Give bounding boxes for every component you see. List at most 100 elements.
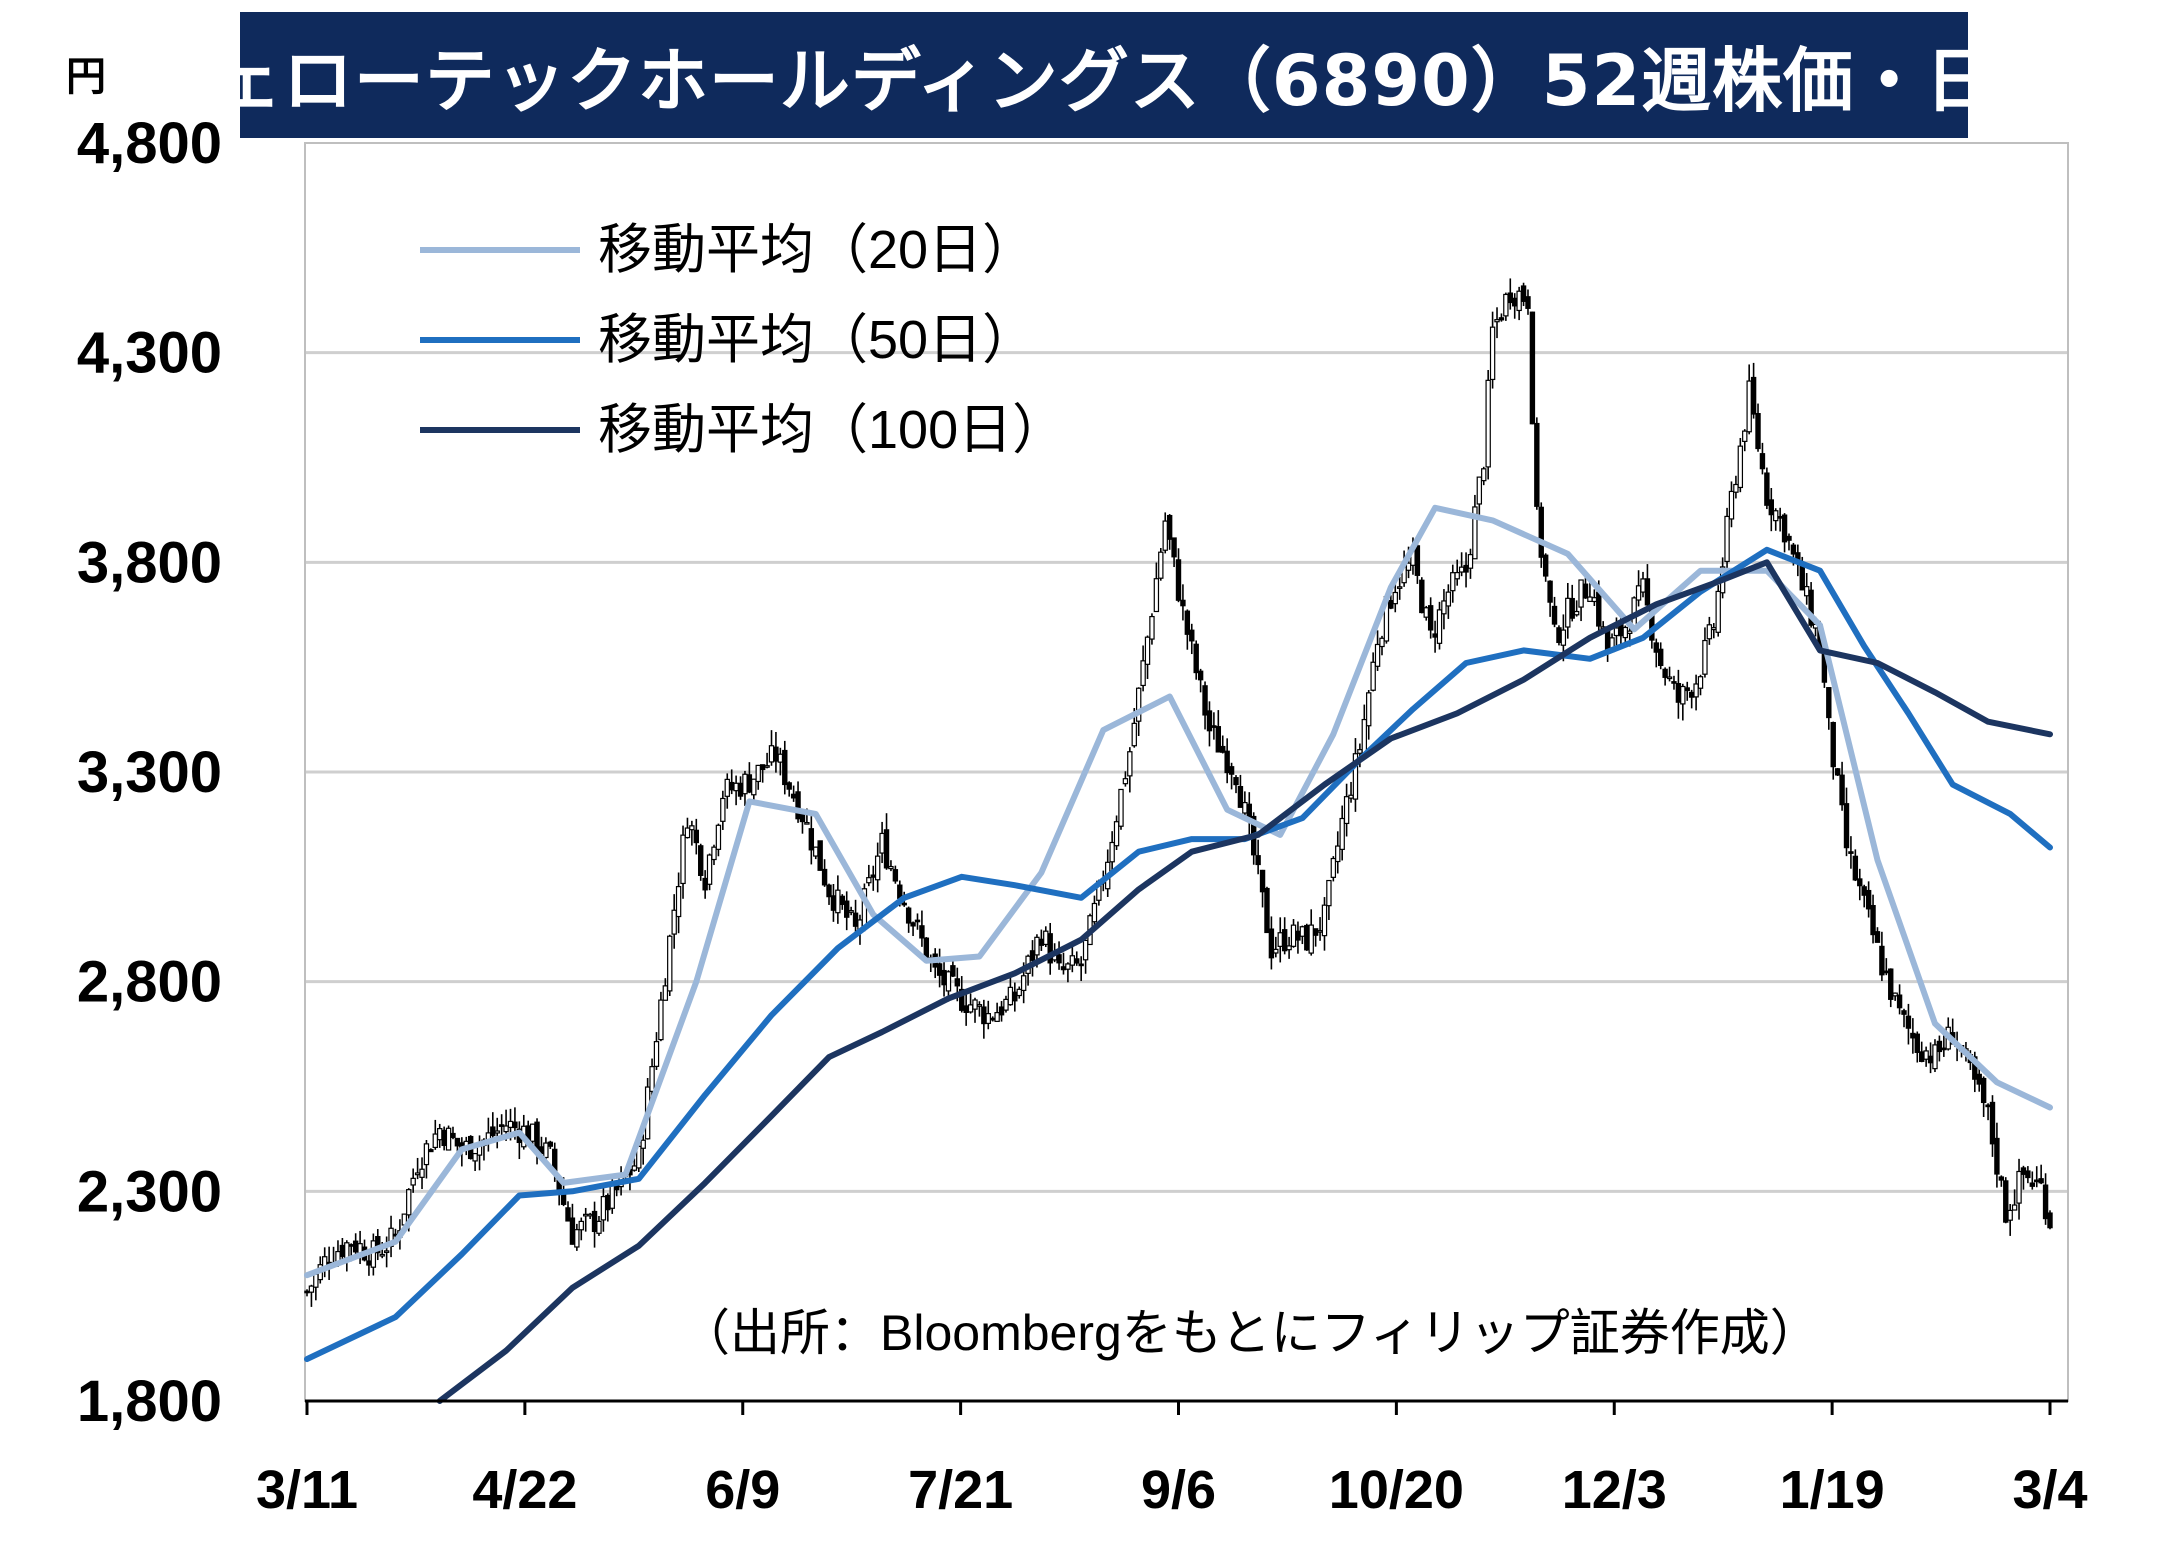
- candle-body: [1366, 692, 1372, 727]
- candle-body: [1312, 928, 1319, 936]
- candle-body: [1091, 902, 1098, 923]
- candle-body: [1534, 422, 1540, 507]
- candle-body: [1481, 468, 1487, 482]
- candle-body: [450, 1132, 456, 1138]
- candle-body: [981, 1006, 987, 1025]
- candle-body: [693, 829, 699, 844]
- candle-body: [2011, 1204, 2018, 1211]
- y-tick-label: 2,300: [77, 1159, 222, 1224]
- candle-body: [1662, 668, 1668, 678]
- candle-body: [1684, 687, 1690, 692]
- candle-body: [507, 1120, 514, 1128]
- candle-body: [1861, 886, 1867, 896]
- candle-body: [804, 821, 810, 825]
- candle-body: [1888, 968, 1894, 1000]
- legend-label: 移動平均（20日）: [598, 220, 1036, 280]
- candle-body: [1069, 955, 1076, 966]
- candle-body: [1388, 599, 1394, 609]
- candle-body: [684, 827, 691, 839]
- source-note: （出所：Bloombergをもとにフィリップ証券作成）: [680, 1305, 1820, 1361]
- candle-body: [910, 922, 916, 927]
- candle-body: [1507, 292, 1513, 304]
- candle-body: [1980, 1077, 1987, 1104]
- candle-body: [313, 1273, 319, 1288]
- candle-body: [844, 900, 850, 918]
- candle-body: [706, 854, 713, 885]
- candle-body: [1153, 578, 1160, 613]
- candle-body: [1432, 633, 1438, 638]
- candle-body: [383, 1250, 390, 1254]
- candle-body: [308, 1285, 315, 1293]
- candle-body: [432, 1133, 438, 1149]
- candle-body: [2020, 1167, 2027, 1175]
- x-tick-label: 12/3: [1562, 1460, 1667, 1520]
- candle-body: [1777, 516, 1783, 519]
- candle-body: [742, 773, 748, 795]
- candle-body: [1206, 710, 1213, 732]
- candle-body: [1498, 317, 1505, 321]
- candle-body: [1675, 682, 1682, 703]
- candle-body: [728, 781, 735, 791]
- candle-body: [1976, 1073, 1982, 1085]
- moving-average-lines: [304, 504, 2053, 1404]
- candle-body: [1379, 637, 1385, 648]
- candle-body: [733, 782, 739, 792]
- candle-body: [1220, 745, 1226, 753]
- candle-body: [826, 884, 832, 898]
- candle-body: [1494, 319, 1500, 323]
- candle-body: [547, 1141, 554, 1147]
- candle-body: [1485, 379, 1491, 468]
- candle-body: [1149, 615, 1155, 640]
- candle-body: [848, 910, 854, 913]
- candle-body: [1932, 1044, 1938, 1070]
- candle-body: [702, 877, 708, 891]
- candle-body: [1268, 928, 1275, 959]
- candle-body: [1180, 599, 1186, 607]
- candle-body: [1255, 855, 1261, 866]
- candle-body: [773, 746, 779, 762]
- candle-body: [1711, 627, 1717, 631]
- candle-body: [1472, 506, 1478, 560]
- x-tick-label: 3/11: [256, 1460, 358, 1520]
- candle-body: [1029, 950, 1036, 961]
- candle-body: [2047, 1212, 2053, 1229]
- candle-body: [1724, 515, 1730, 563]
- candle-body: [1237, 785, 1244, 808]
- candle-body: [1742, 430, 1748, 442]
- candle-body: [1259, 869, 1266, 893]
- candle-body: [1060, 966, 1067, 971]
- candle-body: [1573, 610, 1580, 616]
- candle-body: [751, 778, 757, 796]
- candle-body: [1414, 545, 1421, 576]
- moving-average-line-0: [304, 504, 2053, 1279]
- candle-body: [1733, 483, 1739, 493]
- candle-body: [1043, 930, 1049, 946]
- candle-body: [1012, 991, 1018, 1002]
- candle-body: [569, 1217, 576, 1245]
- candle-body: [950, 965, 956, 977]
- candle-body: [352, 1240, 359, 1253]
- candle-body: [1653, 642, 1659, 653]
- candle-body: [2007, 1209, 2013, 1221]
- candle-body: [1078, 963, 1084, 967]
- candle-body: [1202, 685, 1208, 716]
- y-tick-label: 4,800: [77, 111, 222, 176]
- candle-body: [1140, 660, 1146, 687]
- candle-body: [689, 825, 695, 831]
- candle-body: [1750, 376, 1757, 415]
- candle-body: [490, 1126, 496, 1137]
- candle-body: [1299, 926, 1306, 937]
- candle-body: [1578, 579, 1584, 608]
- candle-body: [512, 1121, 518, 1129]
- candle-body: [1308, 924, 1314, 954]
- candle-body: [445, 1127, 452, 1151]
- candle-body: [1781, 514, 1788, 543]
- candle-body: [1436, 609, 1443, 644]
- candle-body: [795, 791, 801, 820]
- candle-body: [941, 969, 947, 986]
- candle-body: [1454, 571, 1460, 580]
- candle-body: [746, 774, 753, 793]
- candle-body: [1135, 687, 1142, 722]
- candle-body: [529, 1123, 536, 1142]
- candle-body: [667, 935, 673, 992]
